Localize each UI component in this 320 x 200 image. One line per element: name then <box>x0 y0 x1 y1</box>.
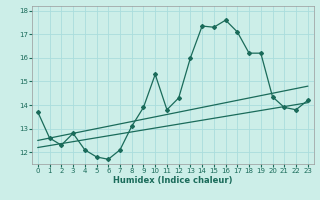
X-axis label: Humidex (Indice chaleur): Humidex (Indice chaleur) <box>113 176 233 185</box>
